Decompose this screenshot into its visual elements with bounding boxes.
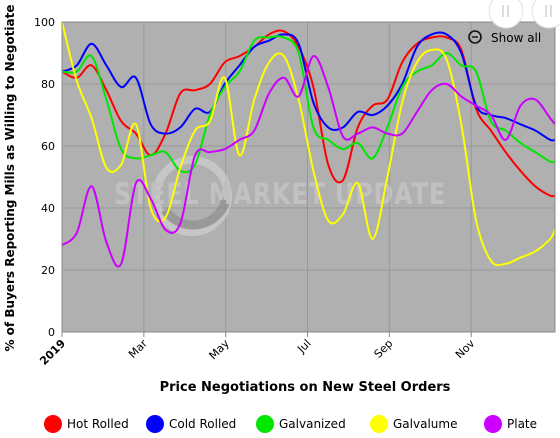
y-axis-title: % of Buyers Reporting Mills as Willing t… bbox=[3, 4, 17, 351]
watermark-text: STEEL MARKET UPDATE bbox=[114, 177, 446, 211]
legend-label: Hot Rolled bbox=[67, 417, 129, 431]
x-tick-label: 2019 bbox=[37, 337, 68, 368]
pause-button[interactable] bbox=[488, 0, 524, 29]
legend-marker bbox=[370, 415, 388, 433]
x-tick-label: Mar bbox=[126, 337, 150, 361]
y-tick-label: 0 bbox=[48, 326, 55, 339]
legend-marker bbox=[484, 415, 502, 433]
y-tick-label: 80 bbox=[41, 78, 55, 91]
y-tick-label: 40 bbox=[41, 202, 55, 215]
x-tick-label: May bbox=[207, 337, 233, 363]
legend-label: Cold Rolled bbox=[169, 417, 236, 431]
series-layer bbox=[62, 22, 555, 268]
series-line-plate[interactable] bbox=[62, 55, 555, 268]
y-tick-label: 20 bbox=[41, 264, 55, 277]
legend-label: Plate bbox=[507, 417, 537, 431]
legend-item-plate[interactable]: Plate bbox=[484, 415, 537, 433]
y-tick-label: 100 bbox=[34, 16, 55, 29]
x-tick-label: Sep bbox=[372, 337, 396, 361]
legend-marker bbox=[44, 415, 62, 433]
next-button[interactable] bbox=[531, 0, 560, 29]
series-line-galvanized[interactable] bbox=[62, 35, 555, 174]
x-tick-label: Jul bbox=[294, 337, 313, 356]
plot-border bbox=[61, 21, 556, 333]
legend-item-galvalume[interactable]: Galvalume bbox=[370, 415, 457, 433]
legend-marker bbox=[256, 415, 274, 433]
legend-marker bbox=[146, 415, 164, 433]
y-tick-label: 60 bbox=[41, 140, 55, 153]
series-line-cold-rolled[interactable] bbox=[62, 31, 555, 142]
legend-label: Galvalume bbox=[393, 417, 457, 431]
legend-item-hot-rolled[interactable]: Hot Rolled bbox=[44, 415, 129, 433]
x-tick-label: Nov bbox=[453, 337, 478, 362]
legend-label: Galvanized bbox=[279, 417, 346, 431]
series-line-hot-rolled[interactable] bbox=[62, 29, 555, 198]
legend: Hot Rolled Cold Rolled Galvanized Galvalume… bbox=[44, 415, 537, 433]
gridlines bbox=[61, 21, 555, 333]
legend-item-galvanized[interactable]: Galvanized bbox=[256, 415, 346, 433]
x-axis-title: Price Negotiations on New Steel Orders bbox=[160, 380, 451, 395]
legend-item-cold-rolled[interactable]: Cold Rolled bbox=[146, 415, 236, 433]
show-all-icon bbox=[468, 30, 482, 44]
show-all-label: Show all bbox=[491, 31, 541, 45]
show-all-button[interactable]: Show all bbox=[468, 30, 541, 45]
